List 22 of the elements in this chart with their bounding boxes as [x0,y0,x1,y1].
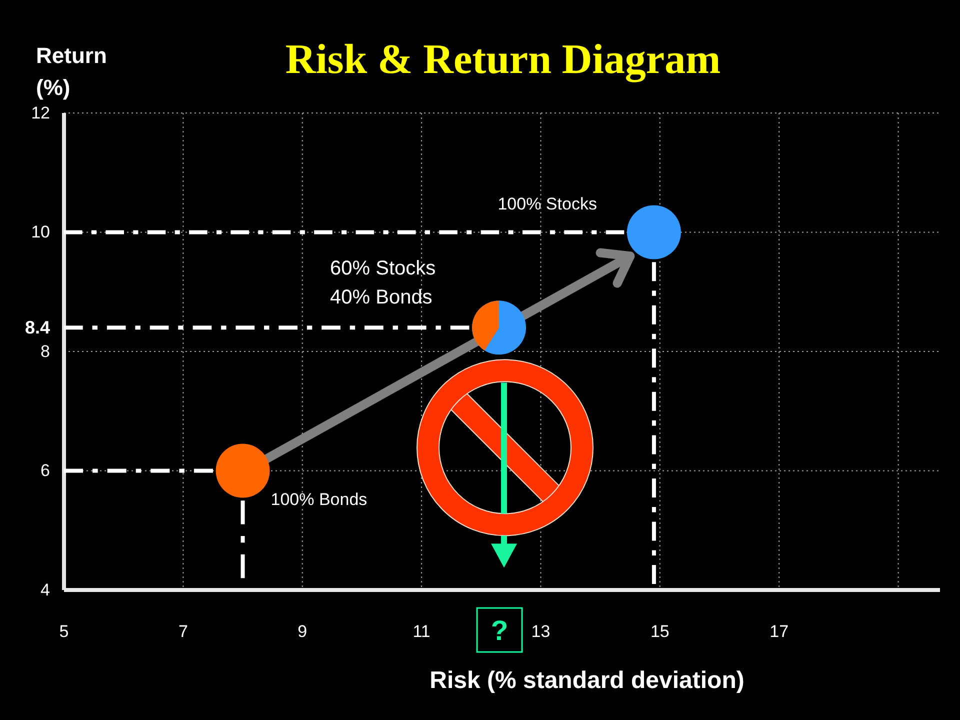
y-tick-label: 8.4 [24,317,50,338]
series-label: 100% Bonds [270,490,368,509]
y-tick-label: 10 [31,222,50,242]
x-tick-label: 15 [650,622,670,642]
point [216,444,270,498]
series-label: 60% Stocks 40% Bonds [330,258,436,309]
x-tick-label: 5 [59,622,69,642]
y-tick-label: 8 [40,342,50,361]
x-tick-label: 11 [412,622,430,642]
point [626,205,681,260]
x-tick-label: 17 [770,622,789,642]
text: ? [490,615,508,646]
x-tick-label: 7 [178,622,188,642]
y-tick-label: 12 [31,103,50,122]
y-tick-label: 6 [40,461,50,480]
x-tick-label: 9 [298,622,308,642]
series-label: 100% Stocks [498,194,597,214]
x-axis-title: Risk (% standard deviation) [430,667,744,694]
x-tick-label: 13 [531,622,550,642]
y-tick-label: 4 [40,580,50,600]
chart-title: Risk & Return Diagram [285,37,721,83]
y-axis-title: Return (%) [36,43,107,100]
